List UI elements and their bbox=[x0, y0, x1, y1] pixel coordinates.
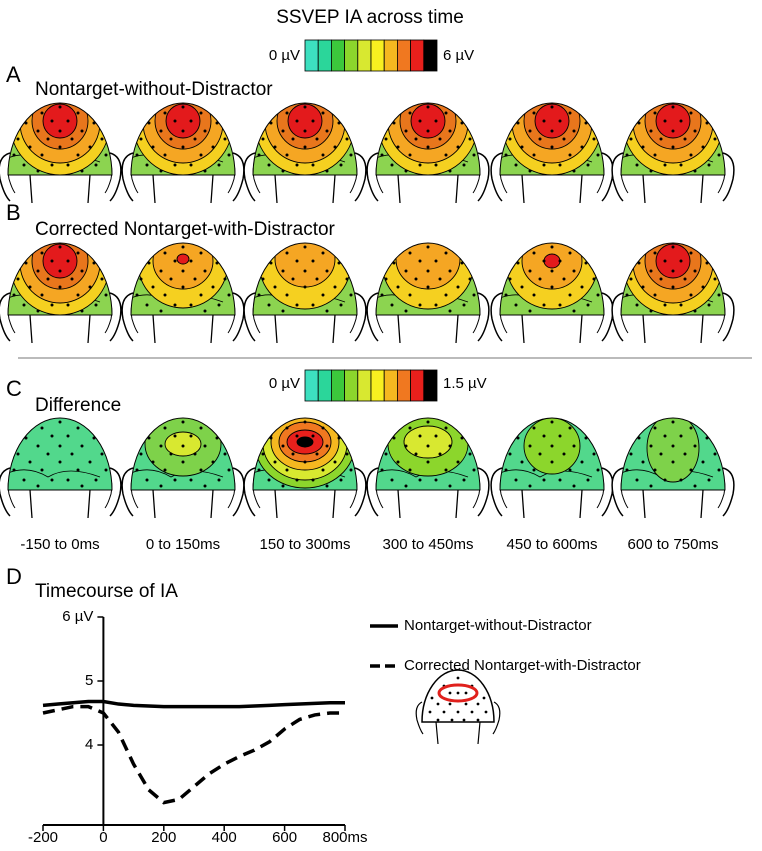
figure-title: SSVEP IA across time bbox=[276, 7, 464, 28]
x-tick-label: 200 bbox=[151, 829, 176, 846]
topomap bbox=[121, 417, 245, 519]
y-tick-label: 6 µV bbox=[62, 608, 93, 625]
y-tick-label: 5 bbox=[85, 672, 93, 689]
colorbar-max: 1.5 µV bbox=[443, 375, 487, 392]
topomap bbox=[0, 417, 122, 519]
topomap bbox=[366, 242, 490, 344]
topomap bbox=[490, 417, 614, 519]
x-tick-label: 400 bbox=[212, 829, 237, 846]
time-window-label: 0 to 150ms bbox=[146, 536, 220, 553]
time-window-label: 300 to 450ms bbox=[383, 536, 474, 553]
panel-letter: D bbox=[6, 564, 22, 589]
x-tick-label: 0 bbox=[99, 829, 107, 846]
time-window-label: -150 to 0ms bbox=[20, 536, 99, 553]
topomap bbox=[366, 102, 490, 204]
panel-title: Difference bbox=[35, 395, 121, 416]
topomap bbox=[611, 102, 735, 204]
panel-title: Corrected Nontarget-with-Distractor bbox=[35, 219, 336, 240]
panel-title: Timecourse of IA bbox=[35, 581, 178, 602]
topomap bbox=[490, 102, 614, 204]
legend-label: Corrected Nontarget-with-Distractor bbox=[404, 657, 641, 674]
topomap bbox=[611, 417, 735, 519]
y-tick-label: 4 bbox=[85, 736, 93, 753]
x-tick-label: 600 bbox=[272, 829, 297, 846]
colorbar bbox=[304, 369, 438, 402]
topomap bbox=[366, 417, 490, 519]
topomap bbox=[490, 242, 614, 344]
panel-letter: A bbox=[6, 62, 21, 87]
roi-head bbox=[415, 669, 501, 745]
colorbar-max: 6 µV bbox=[443, 47, 474, 64]
panel-letter: C bbox=[6, 376, 22, 401]
time-window-label: 150 to 300ms bbox=[260, 536, 351, 553]
x-tick-label: -200 bbox=[28, 829, 58, 846]
topomap bbox=[0, 242, 122, 344]
line-series bbox=[42, 699, 345, 709]
panel-title: Nontarget-without-Distractor bbox=[35, 79, 273, 100]
panel-letter: B bbox=[6, 200, 21, 225]
legend-label: Nontarget-without-Distractor bbox=[404, 617, 592, 634]
topomap bbox=[611, 242, 735, 344]
colorbar-min: 0 µV bbox=[269, 47, 300, 64]
colorbar-min: 0 µV bbox=[269, 375, 300, 392]
x-tick-label: 800ms bbox=[322, 829, 367, 846]
line-series bbox=[42, 704, 345, 805]
colorbar bbox=[304, 39, 438, 72]
topomap bbox=[243, 417, 367, 519]
time-window-label: 600 to 750ms bbox=[628, 536, 719, 553]
time-window-label: 450 to 600ms bbox=[507, 536, 598, 553]
